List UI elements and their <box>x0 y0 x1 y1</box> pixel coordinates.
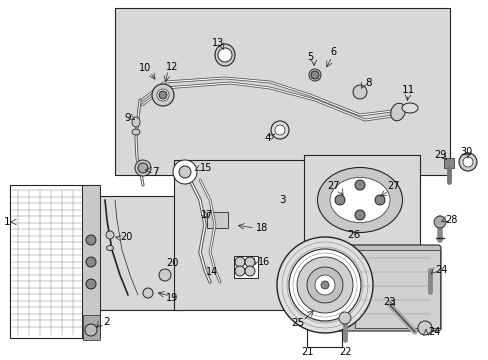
Text: 7: 7 <box>152 167 158 177</box>
Text: 20: 20 <box>165 258 178 268</box>
Circle shape <box>235 266 244 276</box>
Bar <box>174 160 309 310</box>
Circle shape <box>296 257 352 313</box>
Text: 12: 12 <box>165 62 178 72</box>
Ellipse shape <box>390 103 405 121</box>
Circle shape <box>159 269 171 281</box>
Circle shape <box>85 324 97 336</box>
Circle shape <box>320 281 328 289</box>
Circle shape <box>244 266 254 276</box>
Bar <box>86 196 183 310</box>
Circle shape <box>338 312 350 324</box>
Text: 1: 1 <box>4 217 10 227</box>
FancyBboxPatch shape <box>325 245 440 331</box>
Bar <box>10 185 98 338</box>
Circle shape <box>159 91 167 99</box>
Text: 27: 27 <box>386 181 398 191</box>
Text: 27: 27 <box>326 181 339 191</box>
Text: 29: 29 <box>433 150 445 160</box>
Circle shape <box>306 267 342 303</box>
Circle shape <box>218 48 231 62</box>
Circle shape <box>173 160 197 184</box>
Ellipse shape <box>270 121 288 139</box>
Ellipse shape <box>106 246 113 251</box>
Circle shape <box>374 195 384 205</box>
Circle shape <box>235 257 244 267</box>
Text: 23: 23 <box>382 297 394 307</box>
Circle shape <box>179 166 191 178</box>
Text: 14: 14 <box>205 267 218 277</box>
Text: 4: 4 <box>264 133 271 143</box>
Text: 6: 6 <box>329 47 335 57</box>
Circle shape <box>354 210 364 220</box>
Circle shape <box>458 153 476 171</box>
Ellipse shape <box>215 44 235 66</box>
Text: 28: 28 <box>444 215 456 225</box>
Circle shape <box>354 180 364 190</box>
Text: 24: 24 <box>434 265 447 275</box>
Ellipse shape <box>157 89 169 101</box>
Bar <box>206 212 227 228</box>
Bar <box>115 8 449 175</box>
Circle shape <box>310 71 318 79</box>
Text: 19: 19 <box>165 293 178 303</box>
Text: 16: 16 <box>258 257 270 267</box>
Text: 26: 26 <box>346 230 360 240</box>
Bar <box>82 185 100 338</box>
Ellipse shape <box>401 103 417 113</box>
Text: 20: 20 <box>120 232 132 242</box>
Text: 22: 22 <box>338 347 350 357</box>
Circle shape <box>417 321 431 335</box>
Text: 17: 17 <box>201 210 213 220</box>
Circle shape <box>462 157 472 167</box>
Bar <box>234 256 258 278</box>
Ellipse shape <box>132 129 140 135</box>
Ellipse shape <box>132 117 140 127</box>
Circle shape <box>334 195 345 205</box>
Ellipse shape <box>352 85 366 99</box>
Text: 2: 2 <box>103 317 109 327</box>
Ellipse shape <box>135 160 151 176</box>
Bar <box>304 155 419 250</box>
Ellipse shape <box>274 125 285 135</box>
Text: 24: 24 <box>427 327 440 337</box>
Text: 9: 9 <box>124 113 131 123</box>
Circle shape <box>138 163 148 173</box>
Bar <box>83 315 100 340</box>
Text: 3: 3 <box>278 195 285 205</box>
Text: 5: 5 <box>306 52 312 62</box>
Ellipse shape <box>106 231 114 239</box>
Bar <box>354 250 439 328</box>
Text: 18: 18 <box>255 223 267 233</box>
Circle shape <box>86 279 96 289</box>
Circle shape <box>276 237 372 333</box>
Ellipse shape <box>308 69 320 81</box>
Text: 10: 10 <box>139 63 151 73</box>
Circle shape <box>288 249 360 321</box>
Circle shape <box>142 288 153 298</box>
Text: 8: 8 <box>364 78 371 88</box>
Ellipse shape <box>329 177 389 222</box>
Text: 15: 15 <box>200 163 212 173</box>
Text: 21: 21 <box>300 347 312 357</box>
Text: 30: 30 <box>459 147 471 157</box>
Circle shape <box>86 257 96 267</box>
Circle shape <box>314 275 334 295</box>
Circle shape <box>433 216 445 228</box>
Text: 11: 11 <box>401 85 414 95</box>
Circle shape <box>86 235 96 245</box>
Circle shape <box>244 257 254 267</box>
Bar <box>443 158 453 168</box>
Ellipse shape <box>317 167 402 233</box>
Ellipse shape <box>152 84 174 106</box>
Text: 13: 13 <box>211 38 224 48</box>
Text: 25: 25 <box>291 318 304 328</box>
